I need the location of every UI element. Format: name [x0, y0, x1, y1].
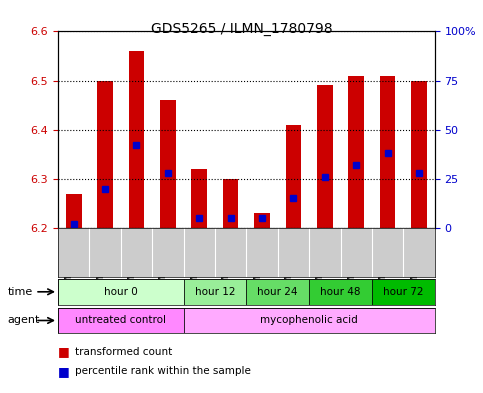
Bar	[348, 75, 364, 228]
Text: transformed count: transformed count	[75, 347, 172, 357]
Bar	[411, 81, 427, 228]
Text: hour 48: hour 48	[320, 287, 361, 297]
Text: agent: agent	[7, 316, 40, 325]
Bar	[58, 308, 184, 333]
Bar	[58, 279, 184, 305]
Bar	[246, 279, 309, 305]
Text: ■: ■	[58, 345, 70, 358]
Text: hour 0: hour 0	[104, 287, 138, 297]
Bar	[128, 51, 144, 228]
Bar	[285, 125, 301, 228]
Bar	[254, 213, 270, 228]
Text: hour 24: hour 24	[257, 287, 298, 297]
Bar	[184, 308, 435, 333]
Text: hour 72: hour 72	[383, 287, 424, 297]
Text: GDS5265 / ILMN_1780798: GDS5265 / ILMN_1780798	[151, 22, 332, 36]
Text: mycophenolic acid: mycophenolic acid	[260, 316, 358, 325]
Bar	[66, 194, 82, 228]
Text: hour 12: hour 12	[195, 287, 235, 297]
Bar	[223, 179, 239, 228]
Bar	[309, 279, 372, 305]
Bar	[160, 100, 176, 228]
Bar	[191, 169, 207, 228]
Bar	[97, 81, 113, 228]
Bar	[317, 85, 333, 228]
Text: percentile rank within the sample: percentile rank within the sample	[75, 366, 251, 376]
Text: ■: ■	[58, 365, 70, 378]
Text: time: time	[7, 287, 32, 297]
Bar	[380, 75, 396, 228]
Text: untreated control: untreated control	[75, 316, 166, 325]
Bar	[372, 279, 435, 305]
Bar	[184, 279, 246, 305]
